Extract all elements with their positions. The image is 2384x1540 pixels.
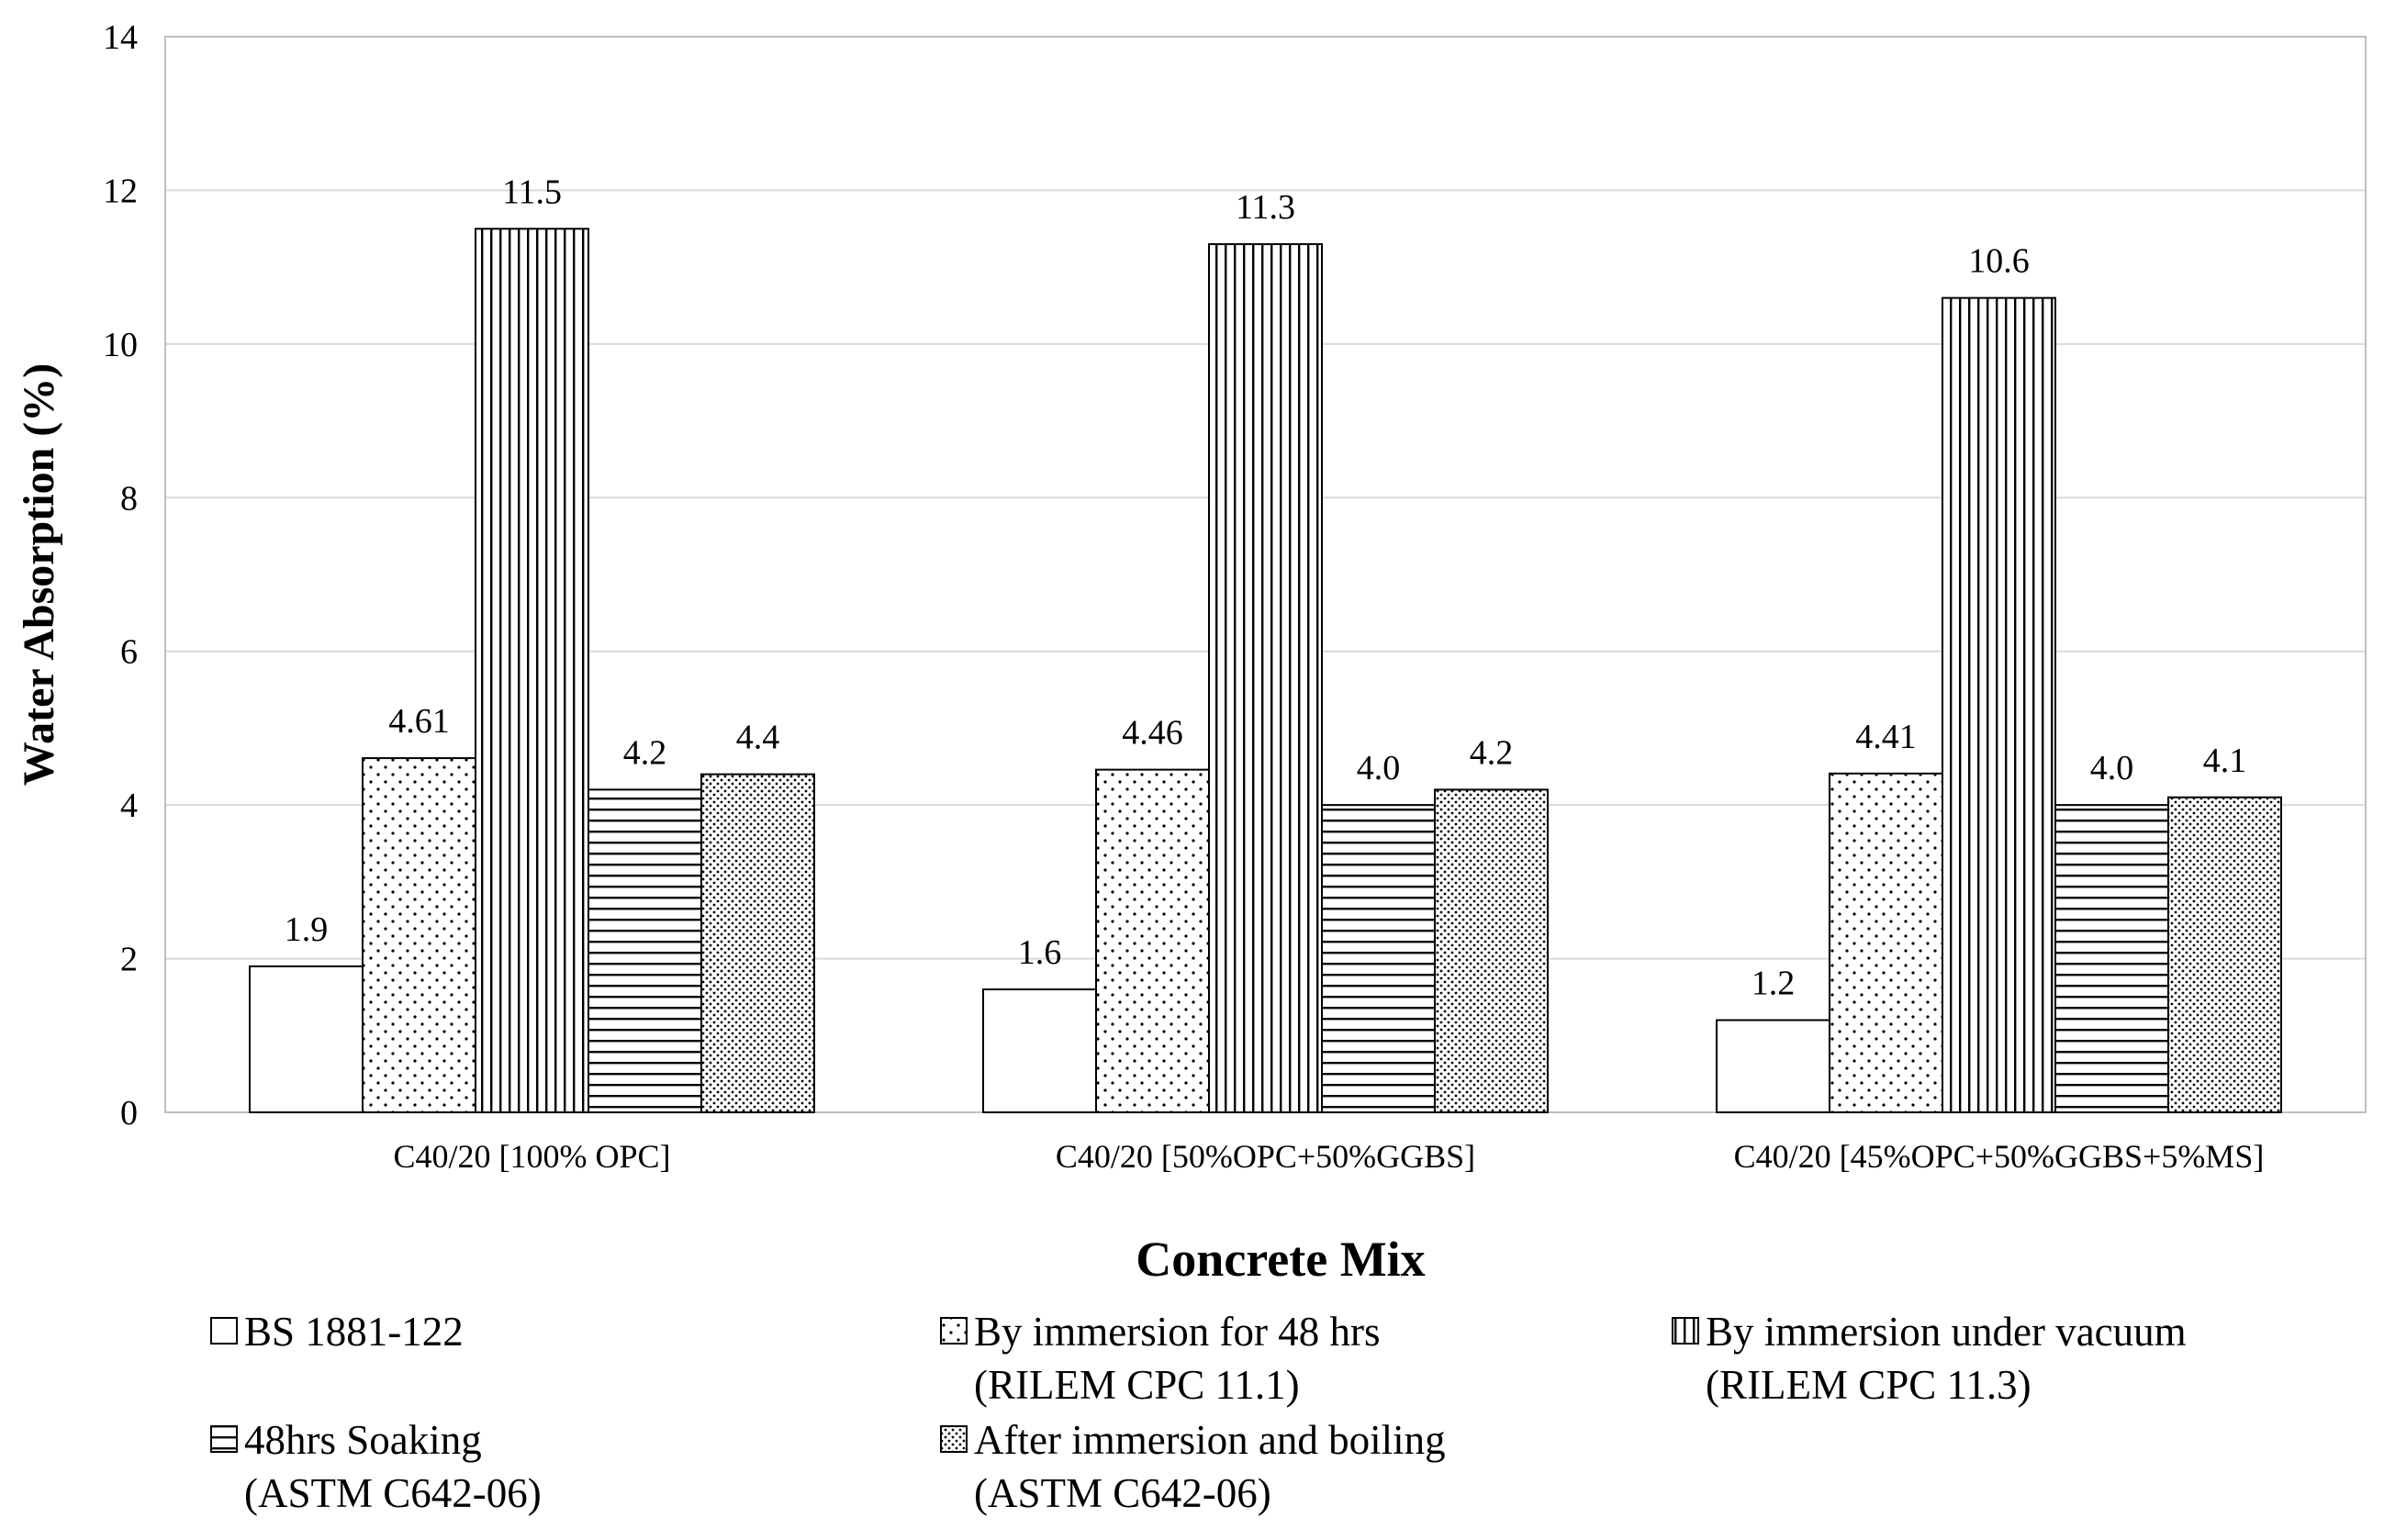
- legend-label-standard: (ASTM C642-06): [244, 1470, 542, 1516]
- legend: BS 1881-122 By immersion for 48 hrs (RILEM…: [210, 1309, 2187, 1516]
- legend-swatch: [940, 1425, 968, 1453]
- legend-swatch: [940, 1317, 968, 1345]
- y-tick-label: 4: [120, 787, 138, 825]
- category-label: C40/20 [100% OPC]: [393, 1138, 670, 1175]
- y-axis-title: Water Absorption (%): [15, 363, 63, 786]
- data-label: 4.61: [388, 702, 450, 741]
- y-tick-label: 2: [120, 941, 138, 979]
- legend-label-standard: (ASTM C642-06): [974, 1470, 1271, 1516]
- data-label: 4.0: [1357, 749, 1401, 787]
- y-axis-ticks: 0 2 4 6 8 10 12 14: [103, 18, 138, 1133]
- bar-vertical-lines: [475, 228, 589, 1114]
- bar-dense-dots: [700, 773, 815, 1114]
- x-axis-title: Concrete Mix: [1136, 1232, 1425, 1287]
- y-tick-label: 8: [120, 479, 138, 518]
- bar-horizontal-lines: [1321, 804, 1436, 1114]
- y-tick-label: 6: [120, 633, 138, 672]
- legend-item: By immersion for 48 hrs (RILEM CPC 11.1): [940, 1309, 1380, 1408]
- data-label: 1.2: [1752, 965, 1796, 1003]
- data-label: 1.9: [285, 910, 329, 949]
- data-label: 4.46: [1122, 714, 1183, 753]
- legend-label: 48hrs Soaking: [244, 1417, 482, 1463]
- bar-dense-dots: [1434, 788, 1549, 1114]
- y-tick-label: 14: [103, 18, 138, 57]
- data-label: 4.41: [1855, 718, 1917, 756]
- data-label: 11.5: [502, 173, 562, 211]
- data-labels: 1.9 4.61 11.5 4.2 4.4 1.6 4.46 11.3 4.0 4.2 1.2 4.4…: [285, 173, 2247, 1002]
- legend-swatch: [1672, 1317, 1699, 1345]
- y-tick-label: 10: [103, 326, 138, 364]
- data-label: 4.2: [1470, 733, 1514, 772]
- category-label: C40/20 [50%OPC+50%GGBS]: [1056, 1138, 1475, 1175]
- data-label: 10.6: [1968, 242, 2030, 281]
- bar-sparse-dots: [1095, 768, 1210, 1113]
- data-label: 1.6: [1018, 933, 1062, 972]
- data-label: 11.3: [1236, 188, 1295, 227]
- bar-blank: [1716, 1019, 1830, 1113]
- legend-label: By immersion for 48 hrs: [974, 1309, 1380, 1355]
- bar-blank: [249, 965, 364, 1114]
- bar-sparse-dots: [362, 757, 476, 1113]
- bar-horizontal-lines: [2054, 804, 2169, 1114]
- category-label: C40/20 [45%OPC+50%GGBS+5%MS]: [1734, 1138, 2265, 1175]
- legend-item: After immersion and boiling (ASTM C642-06…: [940, 1417, 1446, 1516]
- bars: [249, 228, 2282, 1114]
- y-tick-label: 0: [120, 1094, 138, 1133]
- legend-swatch: [210, 1425, 238, 1453]
- y-tick-label: 12: [103, 172, 138, 210]
- bar-blank: [982, 988, 1097, 1113]
- x-axis-categories: C40/20 [100% OPC] C40/20 [50%OPC+50%GGBS]…: [393, 1138, 2264, 1175]
- legend-label: BS 1881-122: [244, 1309, 464, 1355]
- data-label: 4.2: [623, 733, 667, 772]
- data-label: 4.4: [736, 719, 780, 757]
- legend-label-standard: (RILEM CPC 11.3): [1706, 1362, 2031, 1408]
- legend-label: By immersion under vacuum: [1706, 1309, 2187, 1355]
- bar-sparse-dots: [1829, 772, 1943, 1113]
- legend-item: 48hrs Soaking (ASTM C642-06): [210, 1417, 542, 1516]
- legend-item: By immersion under vacuum (RILEM CPC 11.3…: [1672, 1309, 2187, 1408]
- legend-item: BS 1881-122: [210, 1309, 464, 1355]
- legend-swatch: [210, 1317, 238, 1345]
- legend-label: After immersion and boiling: [974, 1417, 1446, 1463]
- data-label: 4.0: [2090, 749, 2134, 787]
- data-label: 4.1: [2203, 742, 2247, 780]
- bar-vertical-lines: [1208, 243, 1323, 1113]
- bar-vertical-lines: [1942, 296, 2056, 1113]
- legend-label-standard: (RILEM CPC 11.1): [974, 1362, 1300, 1408]
- bar-horizontal-lines: [588, 788, 702, 1114]
- bar-dense-dots: [2167, 796, 2282, 1113]
